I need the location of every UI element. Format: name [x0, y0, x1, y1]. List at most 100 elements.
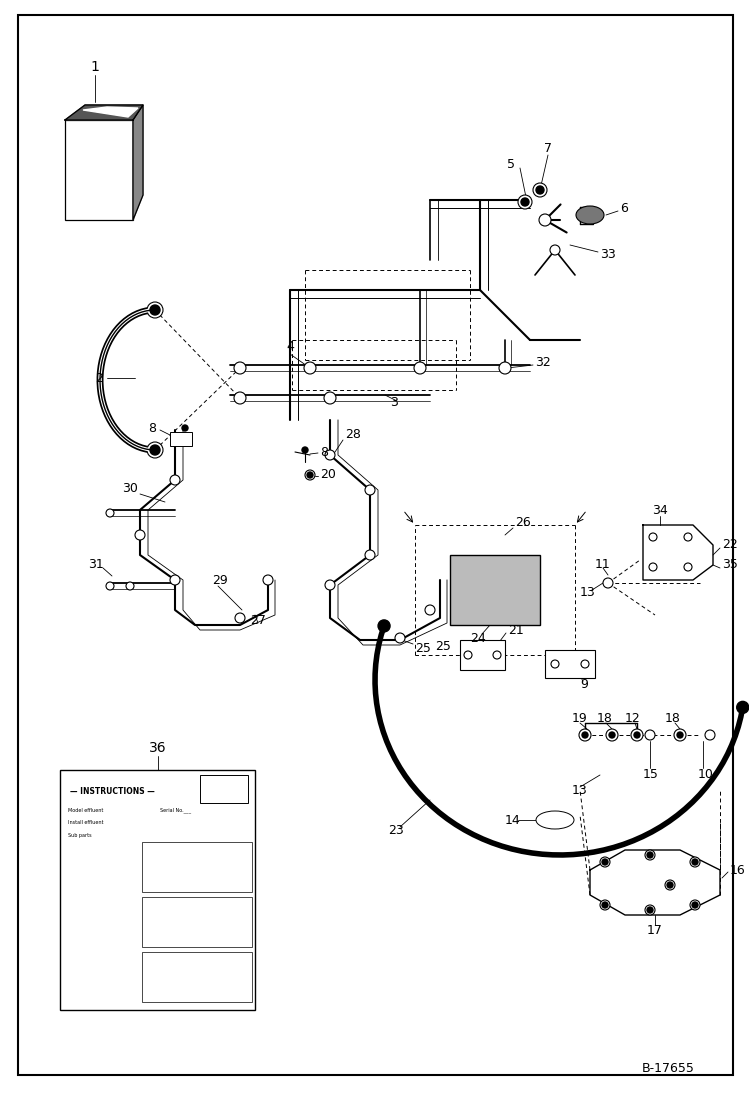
Circle shape — [684, 563, 692, 572]
Circle shape — [464, 651, 472, 659]
Circle shape — [539, 214, 551, 226]
Circle shape — [147, 302, 163, 318]
Text: 21: 21 — [508, 623, 524, 636]
Text: 14: 14 — [505, 814, 521, 826]
Circle shape — [325, 450, 335, 460]
Circle shape — [645, 905, 655, 915]
Circle shape — [170, 575, 180, 585]
Circle shape — [147, 442, 163, 459]
Circle shape — [425, 606, 435, 615]
Circle shape — [499, 362, 511, 374]
Text: 22: 22 — [722, 539, 738, 552]
Text: 9: 9 — [580, 679, 588, 691]
Circle shape — [533, 183, 547, 197]
Circle shape — [602, 902, 608, 908]
Circle shape — [493, 651, 501, 659]
Text: 10: 10 — [698, 769, 714, 781]
Circle shape — [150, 305, 160, 315]
Circle shape — [150, 445, 160, 455]
Circle shape — [106, 509, 114, 517]
Circle shape — [414, 362, 426, 374]
Text: 26: 26 — [515, 516, 531, 529]
Circle shape — [609, 732, 615, 738]
Circle shape — [536, 186, 544, 194]
Circle shape — [521, 197, 529, 206]
Text: 30: 30 — [122, 482, 138, 495]
Polygon shape — [65, 105, 143, 120]
Text: 8: 8 — [148, 421, 156, 434]
Text: 1: 1 — [91, 60, 100, 73]
Circle shape — [234, 392, 246, 404]
Circle shape — [235, 613, 245, 623]
Text: 23: 23 — [388, 824, 404, 837]
Polygon shape — [83, 108, 138, 117]
Text: Serial No.___: Serial No.___ — [160, 807, 191, 813]
Circle shape — [365, 550, 375, 559]
Circle shape — [518, 195, 532, 210]
Circle shape — [135, 530, 145, 540]
Circle shape — [645, 730, 655, 740]
Circle shape — [551, 660, 559, 668]
Circle shape — [606, 730, 618, 740]
Circle shape — [304, 362, 316, 374]
Circle shape — [307, 472, 313, 478]
Ellipse shape — [536, 811, 574, 829]
Circle shape — [582, 732, 588, 738]
Circle shape — [305, 470, 315, 480]
Circle shape — [325, 580, 335, 590]
Text: 11: 11 — [595, 558, 610, 572]
Text: 24: 24 — [470, 632, 486, 645]
Text: 31: 31 — [88, 558, 104, 572]
Circle shape — [581, 660, 589, 668]
Circle shape — [737, 701, 749, 713]
Circle shape — [600, 900, 610, 911]
Circle shape — [645, 850, 655, 860]
Circle shape — [365, 485, 375, 495]
Circle shape — [690, 857, 700, 867]
Circle shape — [106, 583, 114, 590]
Bar — [60, 770, 255, 1010]
Text: Model effluent: Model effluent — [68, 807, 103, 813]
Text: 4: 4 — [286, 340, 294, 353]
Text: 3: 3 — [390, 396, 398, 409]
Circle shape — [550, 245, 560, 255]
Text: 16: 16 — [730, 863, 746, 877]
Ellipse shape — [576, 206, 604, 224]
Text: 34: 34 — [652, 504, 668, 517]
Circle shape — [579, 730, 591, 740]
Circle shape — [631, 730, 643, 740]
Text: Install effluent: Install effluent — [68, 821, 103, 826]
Text: 32: 32 — [535, 355, 551, 369]
Text: 12: 12 — [625, 712, 640, 724]
Text: 17: 17 — [647, 924, 663, 937]
Text: 7: 7 — [544, 142, 552, 155]
Circle shape — [182, 425, 188, 431]
Circle shape — [649, 563, 657, 572]
Circle shape — [649, 533, 657, 541]
Text: 5: 5 — [507, 158, 515, 171]
Circle shape — [263, 575, 273, 585]
Bar — [142, 842, 252, 892]
Polygon shape — [643, 525, 713, 580]
Bar — [450, 555, 540, 625]
Circle shape — [126, 583, 134, 590]
Circle shape — [302, 446, 308, 453]
Text: — INSTRUCTIONS —: — INSTRUCTIONS — — [70, 788, 155, 796]
Text: 29: 29 — [212, 574, 228, 587]
Text: 27: 27 — [250, 613, 266, 626]
Bar — [460, 640, 505, 670]
Text: 25: 25 — [435, 641, 451, 654]
Text: 2: 2 — [95, 372, 103, 385]
Text: 6: 6 — [620, 202, 628, 215]
Text: 18: 18 — [597, 712, 613, 724]
Circle shape — [647, 907, 653, 913]
Circle shape — [690, 900, 700, 911]
Circle shape — [634, 732, 640, 738]
Circle shape — [324, 392, 336, 404]
Circle shape — [692, 902, 698, 908]
Text: 13: 13 — [580, 586, 595, 599]
Text: 25: 25 — [415, 642, 431, 655]
Text: 19: 19 — [572, 712, 588, 724]
Circle shape — [667, 882, 673, 887]
Text: B-17655: B-17655 — [642, 1062, 695, 1074]
